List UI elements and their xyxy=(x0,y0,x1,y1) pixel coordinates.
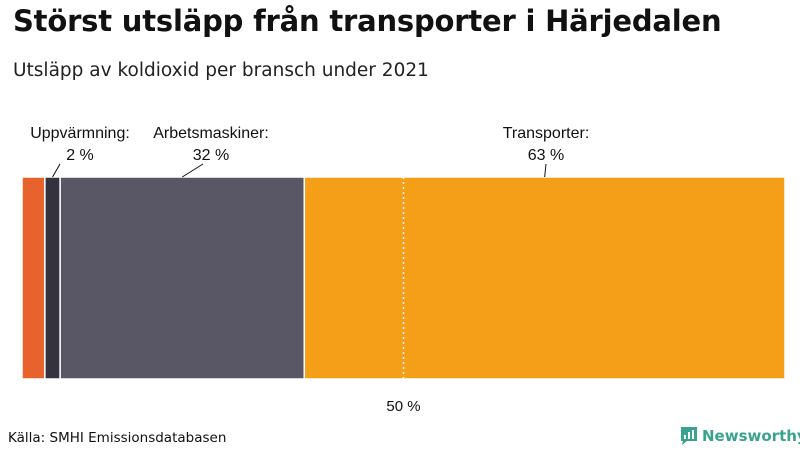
segment-label-3: Transporter: xyxy=(503,125,590,142)
segment-value-label-2: 32 % xyxy=(193,147,229,164)
bar-segment-0 xyxy=(21,176,46,380)
segment-leader-line-3 xyxy=(544,163,547,178)
chart-title: Störst utsläpp från transporter i Härjed… xyxy=(13,4,722,38)
brand: Newsworthy xyxy=(680,426,800,446)
segment-leader-line-1 xyxy=(52,163,61,178)
reference-line-label: 50 % xyxy=(386,398,420,415)
brand-name: Newsworthy xyxy=(702,427,800,445)
segment-value-label-3: 63 % xyxy=(528,147,564,164)
stacked-bar-chart: 50 % Uppvärmning: 2 % Arbetsmaskiner: 32 % Tr… xyxy=(21,125,786,415)
source-note: Källa: SMHI Emissionsdatabasen xyxy=(8,430,227,446)
segment-leader-line-2 xyxy=(181,163,204,178)
bar-segment-3 xyxy=(303,176,786,380)
bar-segment-1 xyxy=(44,176,61,380)
segment-value-label-1: 2 % xyxy=(66,147,94,164)
bar-segment-2 xyxy=(59,176,306,380)
segment-label-1: Uppvärmning: xyxy=(30,125,130,142)
chart-subtitle: Utsläpp av koldioxid per bransch under 2… xyxy=(13,60,429,81)
newsworthy-logo-icon xyxy=(681,427,697,445)
segment-label-2: Arbetsmaskiner: xyxy=(153,125,269,142)
